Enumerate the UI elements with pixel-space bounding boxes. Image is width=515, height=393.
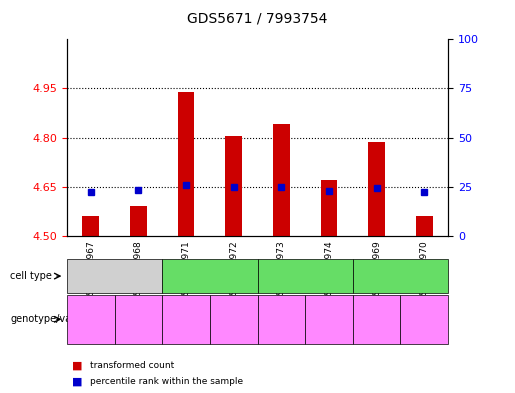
Bar bbox=[416, 216, 433, 236]
Bar bbox=[82, 216, 99, 236]
Text: Notch intr
acellular
domain
expression: Notch intr acellular domain expression bbox=[407, 308, 441, 331]
Bar bbox=[273, 125, 289, 236]
Text: Gb4 glioma
stem cell: Gb4 glioma stem cell bbox=[188, 266, 232, 286]
Text: control: control bbox=[270, 317, 293, 322]
Text: Notch intr
acellular
domain
expression: Notch intr acellular domain expression bbox=[122, 308, 156, 331]
Text: Notch
intracellul
ar domain
expression: Notch intracellul ar domain expression bbox=[217, 308, 251, 331]
Text: U87 glioma cell
line: U87 glioma cell line bbox=[371, 266, 430, 286]
Text: control: control bbox=[175, 317, 197, 322]
Text: cell type: cell type bbox=[10, 271, 52, 281]
Text: GDS5671 / 7993754: GDS5671 / 7993754 bbox=[187, 12, 328, 26]
Text: ■: ■ bbox=[72, 376, 82, 386]
Bar bbox=[130, 206, 147, 236]
Text: embryonic neural
stem cell: embryonic neural stem cell bbox=[81, 266, 148, 286]
Text: transformed count: transformed count bbox=[90, 361, 175, 370]
Bar bbox=[321, 180, 337, 236]
Bar bbox=[178, 92, 194, 236]
Text: Notch intr
acellular
domain
expression: Notch intr acellular domain expression bbox=[312, 308, 346, 331]
Bar bbox=[226, 136, 242, 236]
Text: control: control bbox=[366, 317, 388, 322]
Text: percentile rank within the sample: percentile rank within the sample bbox=[90, 377, 243, 386]
Text: genotype/variation: genotype/variation bbox=[10, 314, 103, 324]
Text: Gb7 glioma
stem cell: Gb7 glioma stem cell bbox=[283, 266, 327, 286]
Bar bbox=[368, 143, 385, 236]
Text: ■: ■ bbox=[72, 360, 82, 371]
Text: control: control bbox=[80, 317, 102, 322]
